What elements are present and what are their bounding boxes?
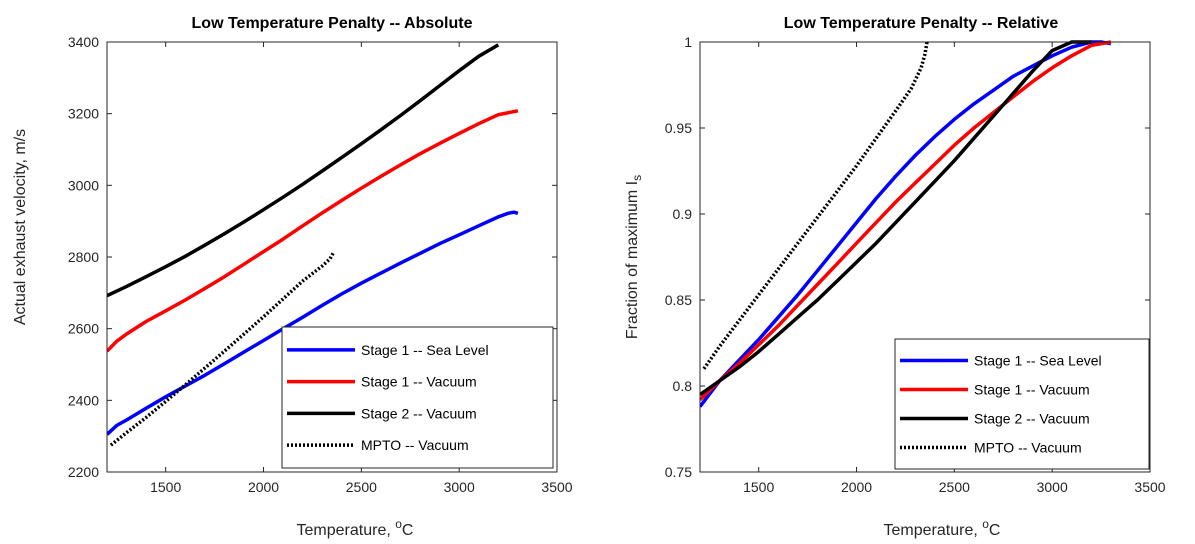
x-tick-label: 3500 — [1134, 479, 1165, 495]
legend-label-2: Stage 1 -- Vacuum — [974, 382, 1090, 398]
x-axis-label-absolute: Temperature, oC — [297, 517, 414, 539]
series-line-2 — [107, 109, 519, 353]
legend-label-3: Stage 2 -- Vacuum — [974, 411, 1090, 427]
x-tick-label: 1500 — [150, 479, 181, 495]
legend-label-4: MPTO -- Vacuum — [361, 437, 469, 453]
y-tick-label: 3000 — [68, 177, 99, 193]
series-line-1 — [107, 210, 519, 436]
y-tick-label: 2200 — [68, 464, 99, 480]
x-axis-label-relative: Temperature, oC — [884, 517, 1001, 539]
series-line-3 — [107, 43, 500, 298]
x-tick-label: 3000 — [444, 479, 475, 495]
y-tick-label: 1 — [684, 34, 692, 50]
y-tick-label: 2400 — [68, 392, 99, 408]
y-tick-label: 0.85 — [665, 292, 692, 308]
chart-relative: Low Temperature Penalty -- Relative Frac… — [624, 15, 1166, 539]
y-tick-label: 3400 — [68, 34, 99, 50]
chart-absolute: Low Temperature Penalty -- Absolute Actu… — [12, 15, 573, 539]
y-tick-label: 2600 — [68, 321, 99, 337]
plot-area-absolute: 1500 2000 2500 3000 3500 2200 2400 2600 2800 3000… — [68, 34, 573, 495]
y-tick-label: 0.75 — [665, 464, 692, 480]
series-line-2 — [700, 40, 1112, 402]
legend: Stage 1 -- Sea Level Stage 1 -- Vacuum Sta… — [281, 326, 554, 469]
y-axis-label-absolute: Actual exhaust velocity, m/s — [12, 129, 29, 325]
y-axis-label-relative: Fraction of maximum Is — [624, 175, 644, 339]
x-tick-label: 1500 — [743, 479, 774, 495]
y-tick-label: 3200 — [68, 106, 99, 122]
series-line-1 — [700, 40, 1112, 408]
legend-label-3: Stage 2 -- Vacuum — [361, 405, 477, 421]
chart-title-absolute: Low Temperature Penalty -- Absolute — [192, 15, 473, 32]
series-line-3 — [700, 40, 1092, 397]
legend-label-1: Stage 1 -- Sea Level — [974, 353, 1102, 369]
x-tick-label: 2500 — [939, 479, 970, 495]
x-tick-label: 2000 — [841, 479, 872, 495]
chart-title-relative: Low Temperature Penalty -- Relative — [784, 15, 1059, 32]
x-tick-label: 3000 — [1037, 479, 1068, 495]
series-group — [107, 43, 519, 447]
y-tick-label: 0.9 — [673, 206, 693, 222]
plot-area-relative: 1500 2000 2500 3000 3500 0.75 0.8 0.85 0.9 0.95 1 S… — [665, 34, 1166, 495]
x-tick-label: 2000 — [248, 479, 279, 495]
y-tick-label: 2800 — [68, 249, 99, 265]
legend-label-4: MPTO -- Vacuum — [974, 440, 1082, 456]
axes-box — [699, 41, 1151, 473]
legend-label-1: Stage 1 -- Sea Level — [361, 342, 489, 358]
series-line-4 — [109, 250, 336, 447]
y-tick-label: 0.95 — [665, 120, 692, 136]
legend-label-2: Stage 1 -- Vacuum — [361, 374, 477, 390]
x-tick-label: 2500 — [346, 479, 377, 495]
y-tick-label: 0.8 — [673, 378, 693, 394]
x-tick-label: 3500 — [541, 479, 572, 495]
legend: Stage 1 -- Sea Level Stage 1 -- Vacuum Sta… — [894, 338, 1150, 470]
series-group — [700, 40, 1112, 408]
series-line-4 — [702, 41, 929, 370]
